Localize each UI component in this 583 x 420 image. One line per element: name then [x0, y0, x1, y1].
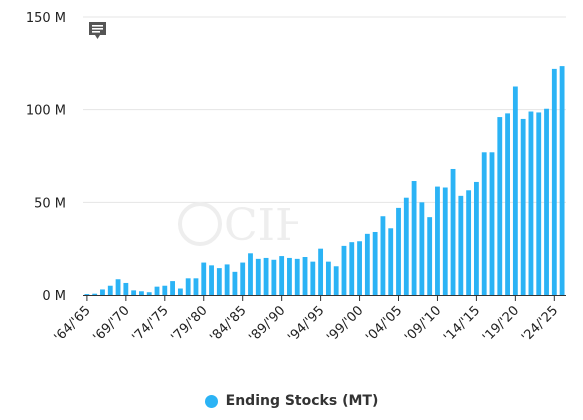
x-tick-label: '74/'75 [129, 303, 171, 345]
bar[interactable] [248, 253, 253, 295]
bar[interactable] [302, 257, 308, 295]
bar[interactable] [505, 113, 510, 295]
bar[interactable] [263, 257, 269, 295]
bar[interactable] [497, 117, 503, 295]
bar[interactable] [193, 278, 199, 295]
x-axis: '64/'65'69/'70'74/'75'79/'80'84/'85'89/'… [52, 295, 561, 345]
bar[interactable] [411, 181, 417, 295]
y-tick-label: 150 M [26, 11, 66, 26]
bar[interactable] [115, 279, 121, 295]
x-tick-label: '99/'00 [324, 303, 366, 345]
bar[interactable] [154, 286, 160, 295]
y-tick-label: 100 M [26, 104, 66, 119]
legend-label: Ending Stocks (MT) [225, 393, 379, 409]
y-tick-label: 0 M [42, 289, 66, 304]
x-tick-label: '79/'80 [168, 303, 210, 345]
bar[interactable] [419, 202, 425, 295]
y-axis: 0 M 50 M 100 M 150 M [26, 11, 66, 304]
bar[interactable] [435, 186, 440, 295]
bar[interactable] [287, 257, 292, 295]
bar[interactable] [559, 66, 565, 295]
bar[interactable] [92, 293, 98, 295]
x-tick-label: '69/'70 [91, 303, 133, 345]
x-tick-label: '89/'90 [246, 303, 288, 345]
bar[interactable] [450, 168, 456, 295]
x-tick-label: '94/'95 [285, 303, 327, 345]
bar[interactable] [123, 282, 129, 295]
bar[interactable] [380, 216, 386, 295]
bar[interactable] [442, 187, 448, 295]
x-tick-label: '84/'85 [207, 303, 249, 345]
bar[interactable] [427, 217, 433, 295]
bar-series [84, 66, 565, 296]
bar[interactable] [318, 248, 324, 295]
bar[interactable] [271, 259, 277, 295]
bar[interactable] [310, 261, 316, 295]
bar[interactable] [520, 118, 526, 295]
bar[interactable] [84, 294, 90, 295]
bar[interactable] [403, 197, 409, 295]
bar[interactable] [185, 278, 191, 295]
bar[interactable] [107, 285, 113, 295]
speech-bubble-icon[interactable] [89, 22, 106, 39]
bar[interactable] [544, 108, 549, 296]
bar[interactable] [232, 271, 238, 295]
bar[interactable] [333, 266, 339, 295]
bar[interactable] [473, 181, 479, 295]
bar[interactable] [209, 265, 214, 295]
bar[interactable] [357, 241, 362, 295]
legend[interactable]: Ending Stocks (MT) [0, 393, 583, 409]
bar[interactable] [162, 285, 168, 295]
bar[interactable] [372, 231, 378, 295]
bar[interactable] [528, 111, 534, 296]
bar[interactable] [255, 258, 261, 295]
bar[interactable] [170, 281, 176, 295]
x-tick-label: '09/'10 [402, 303, 444, 345]
bar[interactable] [240, 262, 246, 295]
y-tick-label: 50 M [34, 196, 66, 211]
bar[interactable] [341, 245, 347, 295]
bar[interactable] [177, 288, 183, 295]
bar[interactable] [512, 86, 518, 296]
legend-dot-icon [204, 394, 218, 408]
x-tick-label: '19/'20 [480, 303, 522, 345]
bar[interactable] [294, 258, 300, 295]
watermark-text: CIH [224, 200, 298, 251]
bar[interactable] [466, 190, 472, 295]
bar[interactable] [364, 233, 370, 295]
watermark-logo: CIH [178, 200, 298, 251]
bar[interactable] [100, 289, 105, 295]
bar[interactable] [458, 195, 464, 295]
x-tick-label: '64/'65 [52, 303, 94, 345]
bar[interactable] [396, 207, 401, 295]
bar[interactable] [279, 256, 285, 295]
bar[interactable] [201, 262, 207, 295]
bar[interactable] [489, 152, 495, 295]
x-tick-label: '24/'25 [519, 303, 561, 345]
bar[interactable] [325, 261, 331, 295]
bar[interactable] [131, 290, 137, 295]
bar[interactable] [139, 291, 144, 295]
bar[interactable] [551, 68, 557, 295]
bar[interactable] [536, 112, 542, 296]
bar[interactable] [146, 292, 152, 295]
x-tick-label: '04/'05 [363, 303, 405, 345]
bar[interactable] [224, 264, 230, 295]
bar[interactable] [388, 228, 394, 295]
x-tick-label: '14/'15 [441, 303, 483, 345]
bar[interactable] [216, 268, 222, 295]
bar[interactable] [481, 152, 487, 295]
bar[interactable] [349, 242, 355, 295]
